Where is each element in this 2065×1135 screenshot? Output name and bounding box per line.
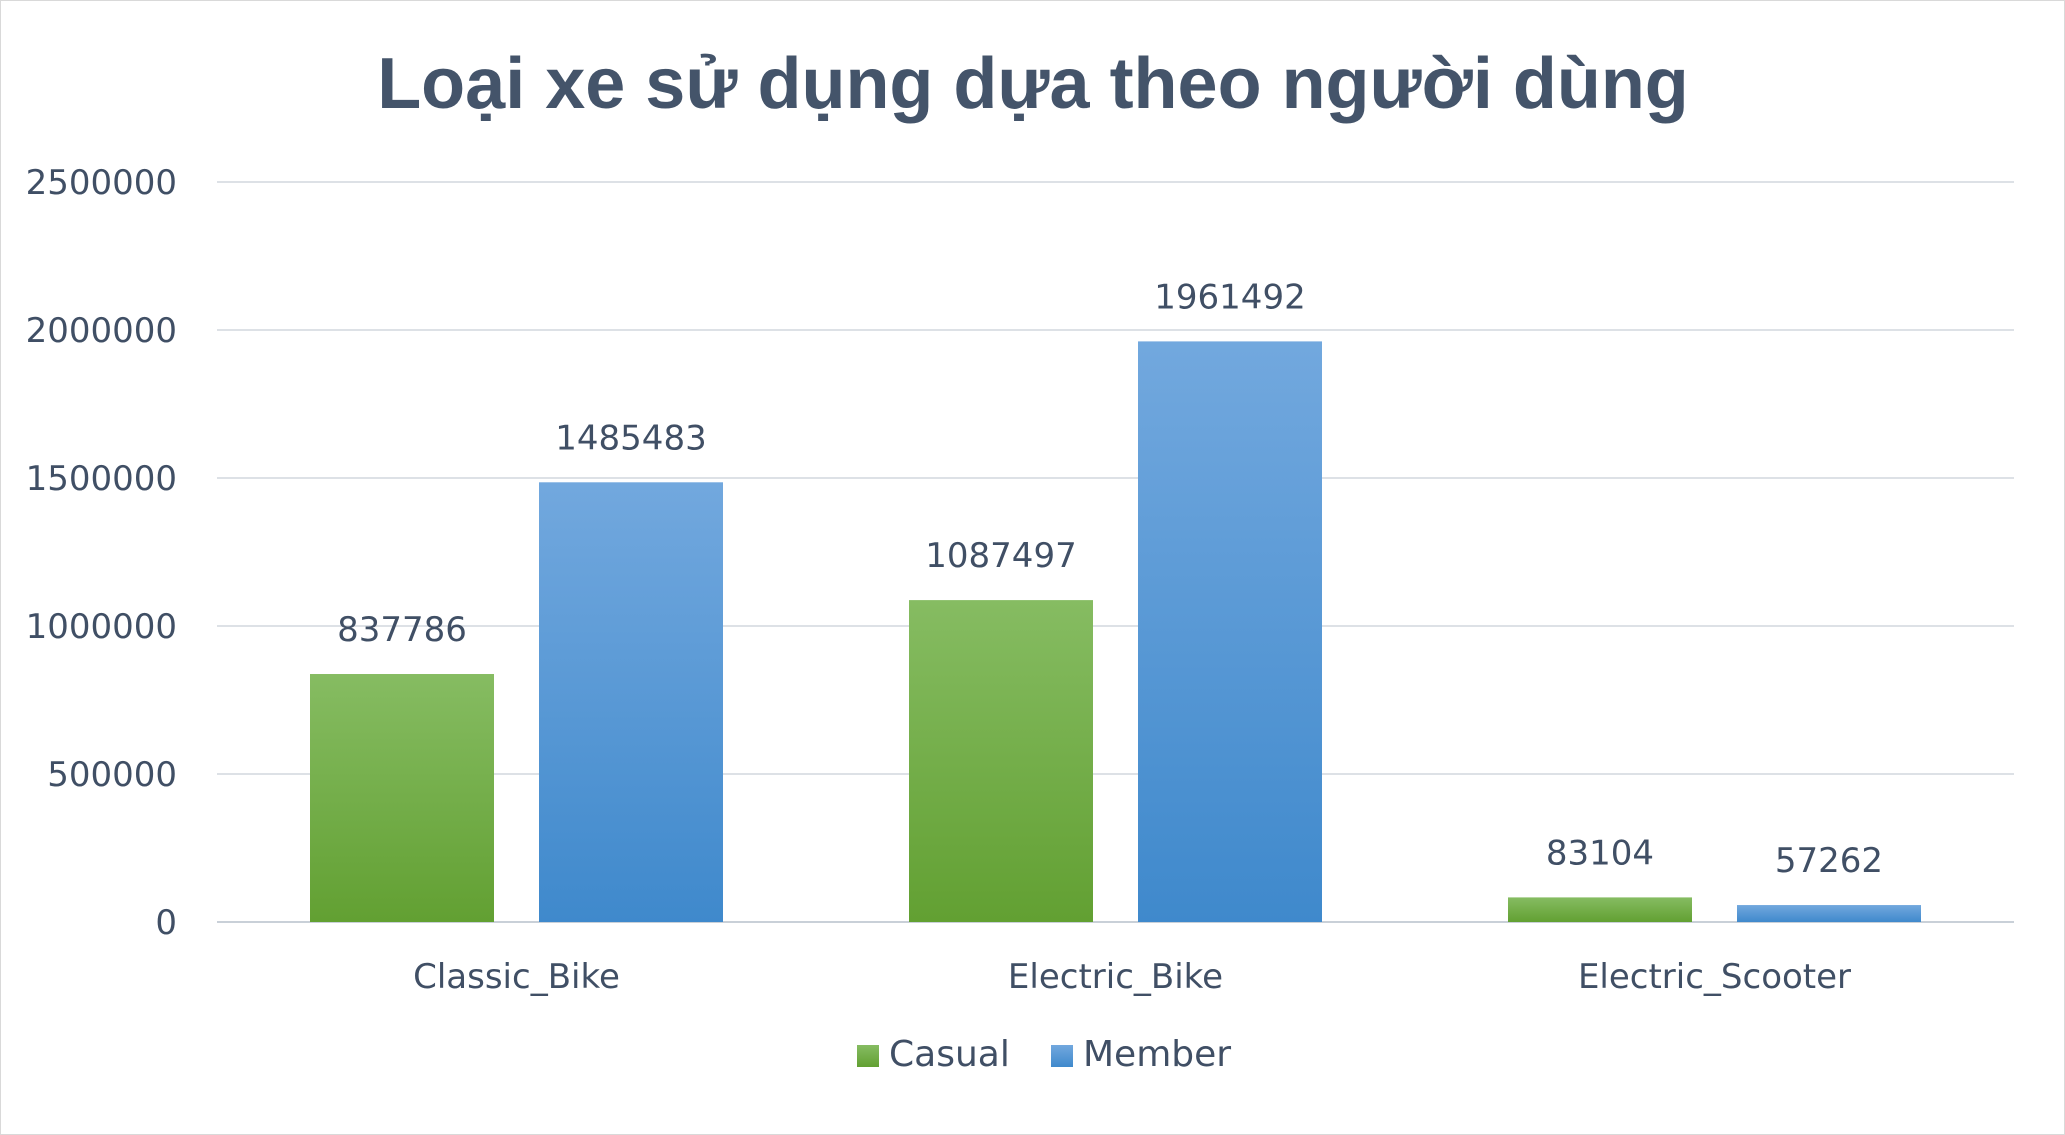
y-tick-label: 500000 xyxy=(47,755,177,795)
category-label: Electric_Scooter xyxy=(1578,957,1851,997)
legend-item-member: Member xyxy=(1051,1034,1231,1075)
legend-label: Member xyxy=(1083,1034,1231,1075)
chart-title: Loại xe sử dụng dựa theo người dùng xyxy=(377,44,1689,124)
bar-casual-electric-bike xyxy=(909,600,1093,922)
bar-casual-classic-bike xyxy=(310,674,494,922)
category-label: Classic_Bike xyxy=(413,957,620,997)
bar-member-electric-bike xyxy=(1138,341,1322,922)
bar-member-electric-scooter xyxy=(1737,905,1921,922)
legend-swatch xyxy=(857,1045,879,1067)
gridlines xyxy=(217,181,2014,923)
y-tick-label: 0 xyxy=(155,903,177,943)
data-label: 57262 xyxy=(1775,841,1883,881)
bar-member-classic-bike xyxy=(539,482,723,922)
bars xyxy=(310,341,1921,922)
legend-item-casual: Casual xyxy=(857,1034,1010,1075)
data-label: 1087497 xyxy=(925,536,1076,576)
y-tick-label: 2000000 xyxy=(26,311,177,351)
legend-label: Casual xyxy=(889,1034,1010,1075)
data-label: 1961492 xyxy=(1154,277,1305,317)
y-tick-label: 1000000 xyxy=(26,607,177,647)
y-axis-tick-labels: 0 500000 1000000 1500000 2000000 2500000 xyxy=(26,163,177,943)
data-labels: 837786 1485483 1087497 1961492 83104 57262 xyxy=(337,277,1883,881)
bar-casual-electric-scooter xyxy=(1508,897,1692,922)
data-label: 837786 xyxy=(337,610,467,650)
y-tick-label: 1500000 xyxy=(26,459,177,499)
category-label: Electric_Bike xyxy=(1008,957,1223,997)
legend: Casual Member xyxy=(857,1034,1231,1075)
data-label: 1485483 xyxy=(555,418,706,458)
legend-swatch xyxy=(1051,1045,1073,1067)
y-tick-label: 2500000 xyxy=(26,163,177,203)
data-label: 83104 xyxy=(1546,833,1654,873)
x-axis-category-labels: Classic_Bike Electric_Bike Electric_Scoote… xyxy=(413,957,1851,997)
